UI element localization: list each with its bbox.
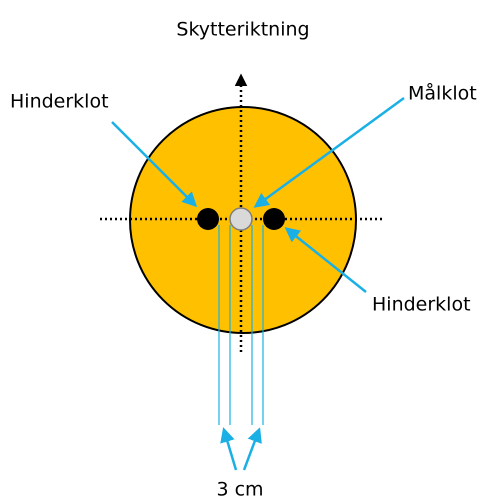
title: Skytteriktning <box>176 19 309 41</box>
target-ball <box>229 207 253 231</box>
target-label: Målklot <box>408 82 477 105</box>
left-obstacle-ball <box>197 208 219 230</box>
pointer-arrows <box>111 96 405 471</box>
distance-label: 3 cm <box>216 479 263 501</box>
left-obstacle-label: Hinderklot <box>10 91 109 113</box>
right-obstacle-ball <box>263 208 285 230</box>
distance-lines <box>218 225 264 425</box>
right-obstacle-label: Hinderklot <box>372 294 471 316</box>
